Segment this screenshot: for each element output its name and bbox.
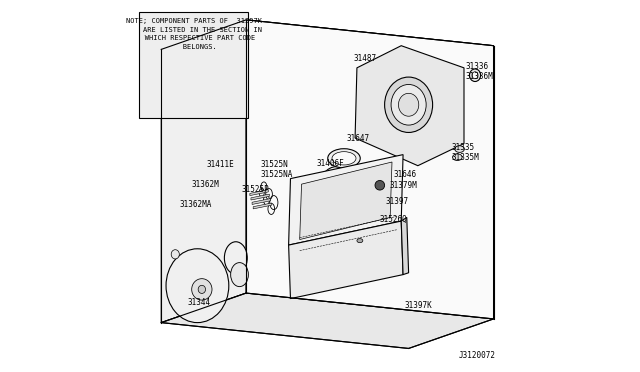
Polygon shape xyxy=(355,46,464,166)
Polygon shape xyxy=(300,162,392,240)
Polygon shape xyxy=(289,221,403,299)
Text: 31397K: 31397K xyxy=(404,301,432,311)
Polygon shape xyxy=(289,155,403,245)
Ellipse shape xyxy=(192,279,212,300)
Polygon shape xyxy=(161,293,493,349)
Text: 31646: 31646 xyxy=(393,170,416,179)
Ellipse shape xyxy=(198,285,205,294)
Polygon shape xyxy=(401,217,408,275)
Text: 31647: 31647 xyxy=(347,134,370,142)
Text: J3120072: J3120072 xyxy=(458,350,495,359)
Ellipse shape xyxy=(225,242,247,274)
Text: 31362MA: 31362MA xyxy=(180,200,212,209)
Text: 31525N
31525NA: 31525N 31525NA xyxy=(261,160,293,179)
Circle shape xyxy=(375,180,385,190)
Ellipse shape xyxy=(328,149,360,168)
Text: 31487: 31487 xyxy=(354,54,377,63)
FancyBboxPatch shape xyxy=(139,13,248,118)
Ellipse shape xyxy=(172,250,179,259)
Ellipse shape xyxy=(323,171,351,208)
Ellipse shape xyxy=(382,168,392,174)
Text: 31525P: 31525P xyxy=(241,185,269,194)
Text: 31335
31335M: 31335 31335M xyxy=(451,143,479,163)
Ellipse shape xyxy=(391,84,426,125)
Polygon shape xyxy=(161,20,493,75)
Text: 31406F: 31406F xyxy=(316,159,344,169)
Polygon shape xyxy=(161,20,246,323)
Ellipse shape xyxy=(472,72,478,79)
Text: 31411E: 31411E xyxy=(206,160,234,169)
Polygon shape xyxy=(251,194,269,200)
Ellipse shape xyxy=(385,77,433,132)
Ellipse shape xyxy=(357,238,363,243)
Ellipse shape xyxy=(319,167,355,213)
Text: 31526Q: 31526Q xyxy=(380,215,408,224)
Ellipse shape xyxy=(455,146,465,153)
Text: 31344: 31344 xyxy=(187,298,210,307)
Text: 31362M: 31362M xyxy=(191,180,220,189)
Text: NOTE; COMPONENT PARTS OF  31397K
    ARE LISTED IN THE SECTION IN
   WHICH RESPE: NOTE; COMPONENT PARTS OF 31397K ARE LIST… xyxy=(125,18,262,49)
Ellipse shape xyxy=(470,69,481,81)
Polygon shape xyxy=(250,190,268,196)
Ellipse shape xyxy=(166,249,229,323)
Ellipse shape xyxy=(399,93,419,116)
Polygon shape xyxy=(253,203,271,209)
Text: 31336
31336M: 31336 31336M xyxy=(466,62,493,81)
Ellipse shape xyxy=(230,263,248,286)
Polygon shape xyxy=(246,20,493,319)
Ellipse shape xyxy=(332,152,356,165)
Ellipse shape xyxy=(452,154,462,161)
Polygon shape xyxy=(252,199,271,205)
Text: 31397: 31397 xyxy=(386,197,409,206)
Text: 31379M: 31379M xyxy=(389,181,417,190)
